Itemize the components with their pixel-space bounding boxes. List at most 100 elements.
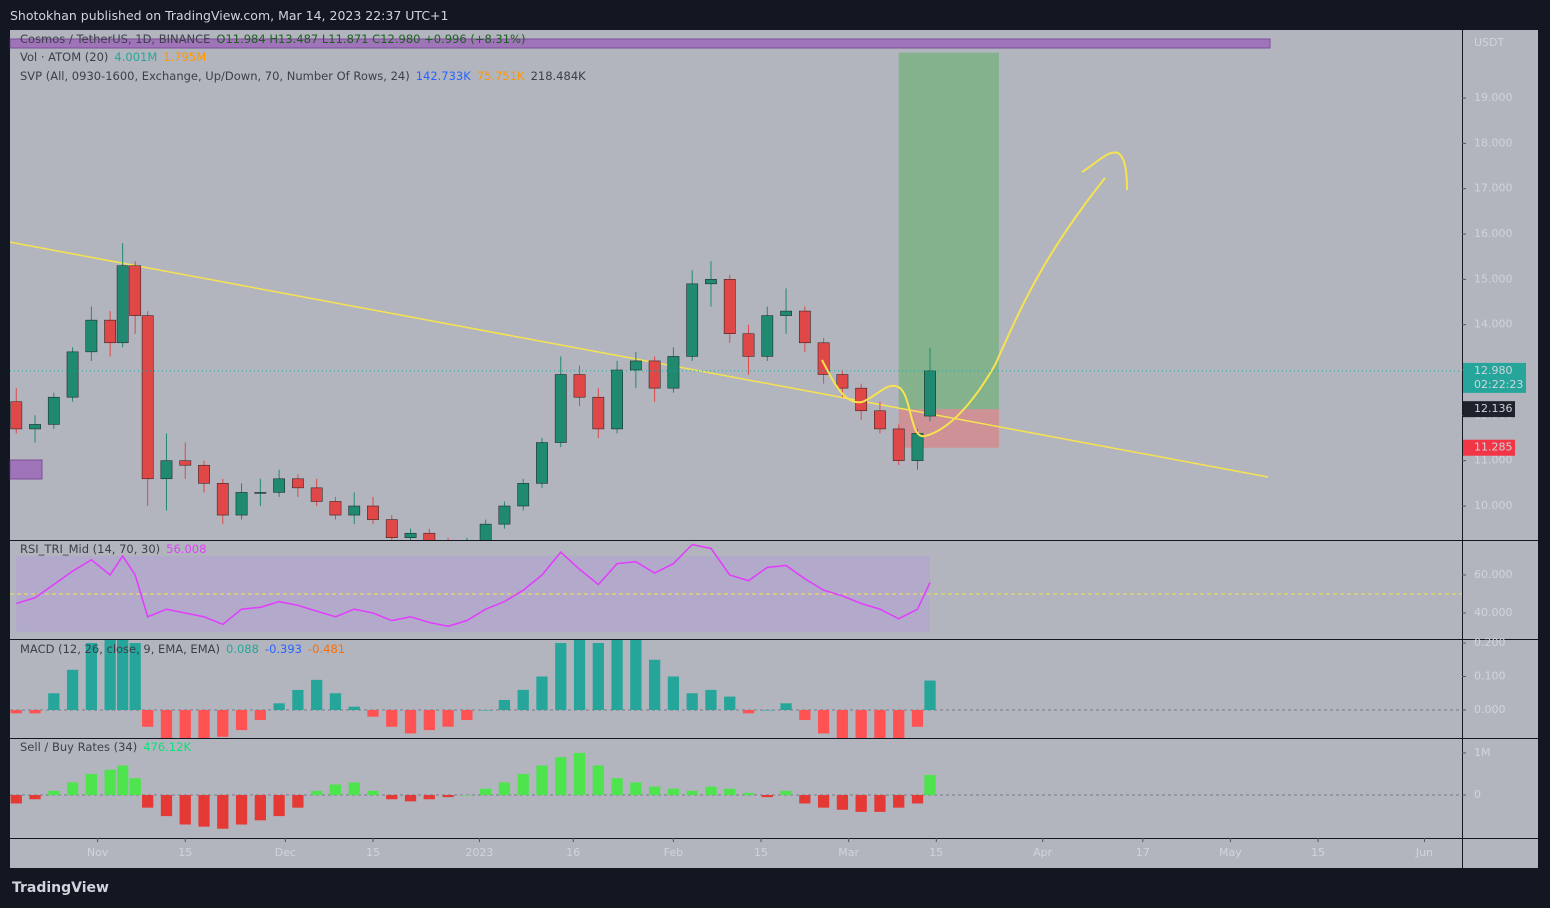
legend: Cosmos / TetherUS, 1D, BINANCE O11.984 H1… — [20, 32, 531, 46]
histogram-bar — [498, 699, 511, 710]
candle-body — [29, 424, 41, 430]
histogram-bar — [893, 795, 905, 808]
candle-body — [855, 387, 868, 412]
y-tick-label: 0.200 — [1474, 636, 1506, 649]
candle-body — [611, 369, 623, 430]
x-tick-label: 2023 — [465, 846, 493, 859]
candle-body — [554, 374, 567, 443]
entry-price-label: 12.136 — [1474, 402, 1513, 415]
last-price-label: 12.980 — [1474, 364, 1513, 377]
candle-body — [498, 505, 511, 525]
plot-background — [10, 30, 1462, 838]
y-tick-label: 15.000 — [1474, 272, 1513, 285]
candle-body — [273, 478, 286, 493]
histogram-bar — [630, 782, 642, 796]
candle-body — [116, 265, 129, 344]
histogram-bar — [611, 778, 623, 796]
histogram-bar — [254, 795, 266, 821]
histogram-bar — [855, 795, 867, 812]
candle-body — [924, 370, 936, 417]
histogram-bar — [442, 795, 454, 798]
legend-item: 75.751K — [476, 69, 525, 83]
histogram-bar — [404, 795, 417, 802]
legend-item: MACD (12, 26, close, 9, EMA, EMA) — [20, 642, 220, 656]
histogram-bar — [630, 640, 642, 710]
histogram-bar — [461, 795, 473, 796]
histogram-bar — [742, 792, 755, 796]
histogram-bar — [85, 773, 97, 796]
histogram-bar — [160, 795, 173, 817]
histogram-bar — [10, 710, 22, 714]
legend-item: Vol · ATOM (20) — [20, 50, 109, 64]
stop-price-label: 11.285 — [1474, 441, 1513, 454]
histogram-bar — [461, 710, 473, 721]
histogram-bar — [592, 765, 604, 796]
histogram-bar — [911, 710, 924, 727]
histogram-bar — [667, 676, 680, 710]
legend-item: -0.481 — [308, 642, 346, 656]
candle-body — [592, 396, 605, 430]
histogram-bar — [104, 769, 116, 796]
legend-item: SVP (All, 0930-1600, Exchange, Up/Down, … — [20, 69, 410, 83]
legend-item: 4.001M — [114, 50, 158, 64]
histogram-bar — [348, 706, 360, 710]
legend: SVP (All, 0930-1600, Exchange, Up/Down, … — [20, 69, 592, 83]
histogram-bar — [273, 795, 285, 817]
histogram-bar — [179, 710, 191, 738]
histogram-bar — [761, 710, 773, 711]
candle-body — [129, 265, 142, 316]
x-tick-label: Dec — [275, 846, 296, 859]
histogram-bar — [129, 643, 141, 710]
x-tick-label: Feb — [664, 846, 683, 859]
pane — [10, 543, 1462, 632]
y-tick-label: 10.000 — [1474, 499, 1513, 512]
histogram-bar — [179, 795, 191, 825]
candle-body — [254, 492, 267, 494]
histogram-bar — [555, 643, 567, 710]
position-profit — [898, 52, 999, 410]
pane — [10, 640, 1462, 738]
brand: TradingView — [12, 880, 109, 896]
histogram-bar — [292, 795, 304, 808]
histogram-bar — [235, 795, 248, 825]
y-tick-label: 60.000 — [1474, 568, 1513, 581]
histogram-bar — [142, 795, 154, 808]
histogram-bar — [480, 710, 492, 711]
y-tick-label: 14.000 — [1474, 318, 1513, 331]
histogram-bar — [517, 689, 529, 710]
legend-item: 56.008 — [166, 542, 207, 556]
histogram-bar — [742, 710, 755, 714]
candle-body — [911, 433, 924, 461]
histogram-bar — [817, 795, 830, 808]
histogram-bar — [104, 640, 116, 710]
y-tick-label: 0.000 — [1474, 703, 1506, 716]
histogram-bar — [799, 710, 811, 721]
entry-price-box — [1463, 401, 1515, 418]
x-tick-label: Mar — [838, 846, 859, 859]
histogram-bar — [705, 689, 717, 710]
candle-body — [85, 319, 98, 353]
currency-label: USDT — [1474, 36, 1505, 49]
candle-body — [686, 283, 699, 357]
histogram-bar — [893, 710, 905, 738]
candle-body — [292, 478, 304, 489]
candle-body — [723, 279, 736, 334]
histogram-bar — [836, 795, 849, 810]
hand-drawn-arrow — [821, 177, 1106, 438]
candle-body — [761, 315, 774, 357]
histogram-bar — [85, 643, 97, 710]
x-tick-label: Nov — [87, 846, 109, 859]
rsi-line — [16, 543, 931, 628]
x-tick-label: 15 — [366, 846, 380, 859]
histogram-bar — [423, 795, 435, 800]
histogram-bar — [480, 788, 492, 796]
legend-item: 142.733K — [415, 69, 471, 83]
legend: Sell / Buy Rates (34) 476.12K — [20, 740, 197, 754]
y-tick-label: 18.000 — [1474, 136, 1513, 149]
histogram-bar — [874, 795, 886, 812]
x-tick-label: 16 — [566, 846, 580, 859]
histogram-bar — [855, 710, 867, 738]
candle-body — [47, 396, 60, 425]
histogram-bar — [386, 710, 398, 727]
